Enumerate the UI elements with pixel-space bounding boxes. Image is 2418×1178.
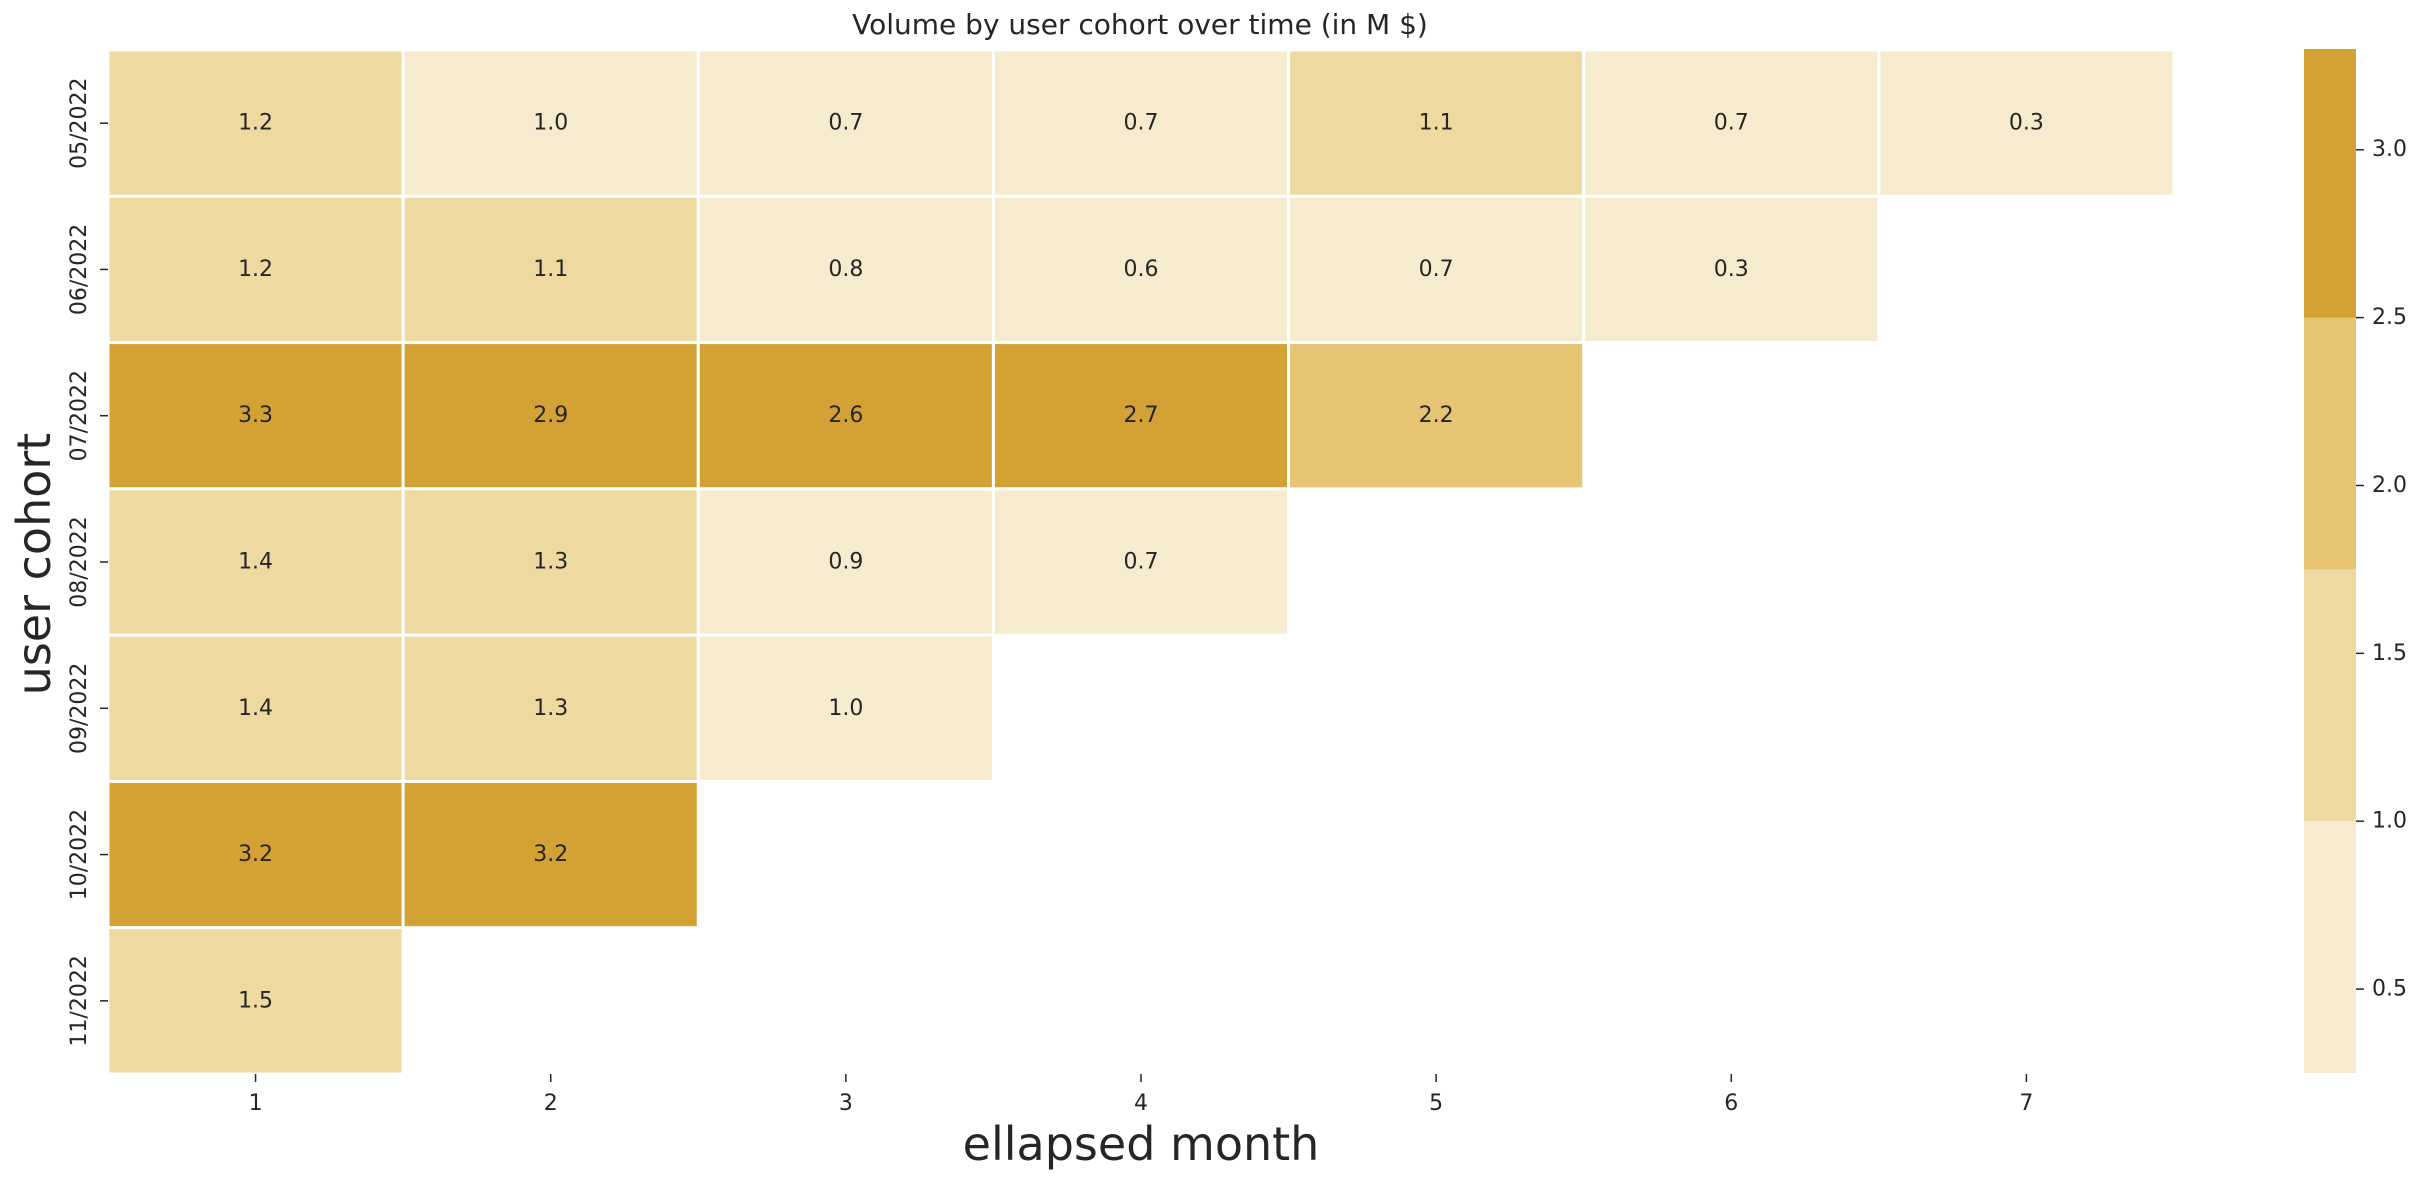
cell-value-label: 2.6 <box>828 403 863 428</box>
cell-value-label: 0.7 <box>1124 550 1159 575</box>
colorbar-tick-label: 1.5 <box>2372 641 2407 666</box>
cell-value-label: 1.2 <box>238 111 273 136</box>
heatmap-cell <box>1582 194 1881 345</box>
cell-value-label: 2.9 <box>533 403 568 428</box>
cell-value-label: 3.3 <box>238 403 273 428</box>
colorbar-segment <box>2304 569 2356 822</box>
cell-value-label: 2.2 <box>1419 403 1454 428</box>
colorbar: 0.5 1.0 1.5 2.0 2.5 3.0 <box>2304 49 2407 1073</box>
y-tick-label: 09/2022 <box>67 663 92 754</box>
cell-value-label: 0.8 <box>828 257 863 282</box>
heatmap-cell <box>696 194 995 345</box>
heatmap-cell <box>401 48 700 198</box>
x-axis-label: ellapsed month <box>963 1117 1320 1171</box>
y-tick-label: 06/2022 <box>67 224 92 315</box>
y-tick-label: 05/2022 <box>67 77 92 168</box>
heatmap-cell <box>401 487 700 637</box>
chart-title: Volume by user cohort over time (in M $) <box>852 8 1428 41</box>
cell-value-label: 1.3 <box>533 550 568 575</box>
heatmap-cell <box>696 633 995 783</box>
cell-value-label: 1.3 <box>533 696 568 721</box>
cell-value-label: 1.2 <box>238 257 273 282</box>
heatmap-cell <box>991 341 1291 491</box>
heatmap-cell <box>1582 48 1881 198</box>
heatmap-cells: 1.2 1.0 0.7 0.7 1.1 0.7 0.3 1.2 1.1 0.8 0.6 0.7 0.3 3… <box>106 48 2176 1076</box>
colorbar-tick-label: 0.5 <box>2372 977 2407 1002</box>
heatmap-cell <box>106 341 405 491</box>
colorbar-tick-label: 3.0 <box>2372 137 2407 162</box>
y-tick-label: 07/2022 <box>67 370 92 461</box>
heatmap-cell <box>106 48 405 198</box>
x-tick-label: 3 <box>839 1091 853 1116</box>
colorbar-segment <box>2304 821 2356 1073</box>
x-tick-label: 5 <box>1429 1091 1443 1116</box>
heatmap-cell <box>696 487 995 637</box>
heatmap-cell <box>106 926 405 1076</box>
y-axis-label: user cohort <box>7 433 61 696</box>
y-axis: 05/2022 06/2022 07/2022 08/2022 09/2022 10/20… <box>67 77 108 1047</box>
colorbar-tick-label: 2.5 <box>2372 305 2407 330</box>
y-tick-label: 11/2022 <box>67 955 92 1046</box>
cell-value-label: 1.0 <box>533 111 568 136</box>
colorbar-segment <box>2304 317 2356 570</box>
cell-value-label: 0.7 <box>828 111 863 136</box>
cell-value-label: 1.1 <box>533 257 568 282</box>
heatmap-cell <box>696 341 995 491</box>
x-tick-label: 4 <box>1134 1091 1148 1116</box>
y-tick-label: 10/2022 <box>67 809 92 900</box>
heatmap-cell <box>991 48 1291 198</box>
heatmap-cell <box>1287 194 1586 345</box>
cell-value-label: 0.9 <box>828 550 863 575</box>
cell-value-label: 1.1 <box>1419 111 1454 136</box>
colorbar-tick-label: 2.0 <box>2372 473 2407 498</box>
cell-value-label: 1.0 <box>828 696 863 721</box>
x-tick-label: 6 <box>1724 1091 1738 1116</box>
heatmap-cell <box>696 48 995 198</box>
cell-value-label: 1.4 <box>238 550 273 575</box>
heatmap-cell <box>106 487 405 637</box>
cell-value-label: 3.2 <box>533 842 568 867</box>
cell-value-label: 0.3 <box>1714 257 1749 282</box>
y-tick-label: 08/2022 <box>67 516 92 607</box>
cell-value-label: 3.2 <box>238 842 273 867</box>
x-tick-label: 7 <box>2019 1091 2033 1116</box>
colorbar-tick-label: 1.0 <box>2372 809 2407 834</box>
x-axis: 1 2 3 4 5 6 7 <box>249 1074 2033 1116</box>
x-tick-label: 2 <box>544 1091 558 1116</box>
cell-value-label: 0.7 <box>1124 111 1159 136</box>
cell-value-label: 1.5 <box>238 988 273 1013</box>
heatmap-cell <box>106 633 405 783</box>
colorbar-segment <box>2304 49 2356 318</box>
heatmap-cell <box>1287 341 1586 491</box>
x-tick-label: 1 <box>249 1091 263 1116</box>
cell-value-label: 0.3 <box>2009 111 2044 136</box>
cell-value-label: 0.7 <box>1714 111 1749 136</box>
cell-value-label: 1.4 <box>238 696 273 721</box>
heatmap-cell <box>991 487 1291 637</box>
cell-value-label: 0.7 <box>1419 257 1454 282</box>
heatmap-cell <box>401 779 700 930</box>
cell-value-label: 0.6 <box>1124 257 1159 282</box>
cell-value-label: 2.7 <box>1124 403 1159 428</box>
heatmap-cell <box>1877 48 2176 198</box>
